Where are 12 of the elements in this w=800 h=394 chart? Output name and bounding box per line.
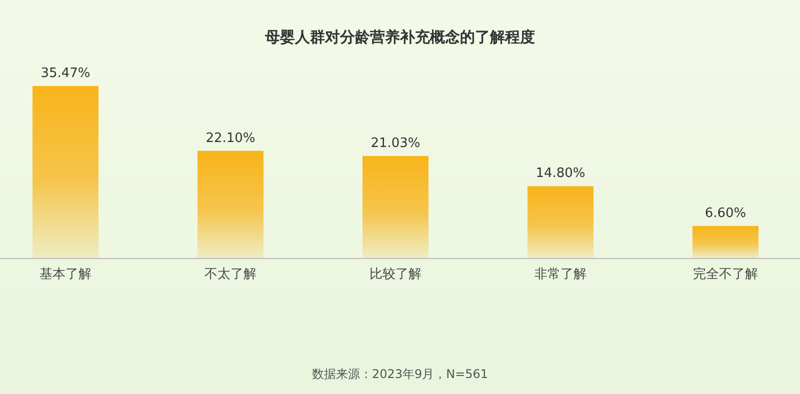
source-note: 数据来源：2023年9月，N=561 [312,367,488,381]
data-label: 22.10% [206,130,256,146]
x-tick-label: 比较了解 [370,267,422,282]
x-tick-label: 非常了解 [534,267,586,282]
chart-title: 母婴人群对分龄营养补充概念的了解程度 [264,28,535,46]
x-tick-label: 基本了解 [40,267,92,282]
data-label: 6.60% [704,206,746,221]
x-tick-label: 完全不了解 [693,266,758,282]
data-label: 35.47% [40,66,90,81]
data-label: 14.80% [536,166,586,182]
x-tick-label: 不太了解 [204,267,256,282]
data-label: 21.03% [370,136,420,152]
